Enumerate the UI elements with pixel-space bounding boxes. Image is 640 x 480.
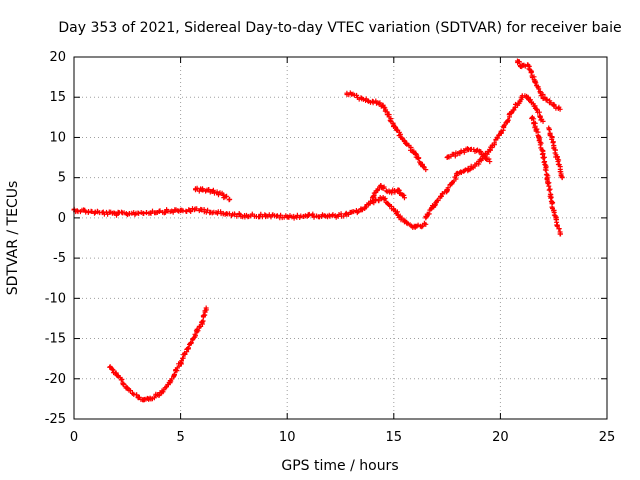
- series-segment-1: [344, 90, 429, 173]
- x-tick-label: 20: [492, 430, 509, 445]
- plot-frame: [73, 56, 608, 420]
- x-tick-label: 10: [279, 430, 296, 445]
- x-tick-label: 25: [599, 430, 616, 445]
- y-tick-label: 15: [49, 90, 66, 105]
- series-descent: [529, 114, 563, 237]
- y-tick-label: 5: [58, 171, 66, 186]
- chart-title: Day 353 of 2021, Sidereal Day-to-day VTE…: [58, 20, 621, 36]
- series-segment-4: [193, 185, 233, 203]
- x-tick-label: 0: [70, 430, 78, 445]
- x-axis-label: GPS time / hours: [281, 458, 398, 474]
- y-tick-label: 10: [49, 130, 66, 145]
- series-rise: [423, 93, 546, 221]
- series-trace: [529, 115, 563, 237]
- series-trace: [193, 185, 232, 203]
- series-trace: [344, 90, 427, 170]
- series-segment-6: [444, 146, 493, 165]
- grid-layer: [74, 57, 607, 419]
- series-segment-5: [369, 183, 407, 201]
- series-dip-curve: [107, 305, 209, 403]
- y-tick-label: -5: [53, 251, 66, 266]
- y-axis-label: SDTVAR / TECUs: [5, 181, 21, 296]
- series-baseline: [71, 195, 429, 231]
- y-tick-label: -10: [45, 291, 66, 306]
- y-tick-label: -25: [45, 412, 66, 427]
- x-tick-label: 15: [386, 430, 403, 445]
- data-point: [401, 195, 407, 201]
- series-trace: [107, 307, 209, 403]
- y-tick-label: -20: [45, 372, 66, 387]
- series-trace: [444, 146, 492, 162]
- series-trace: [423, 93, 545, 220]
- series-trace: [515, 59, 562, 111]
- x-tick-label: 5: [176, 430, 184, 445]
- tick-layer: 0 5 10 15 20 25 -25 -20 -15 -10 -5 0 5 10 15 20: [45, 50, 616, 445]
- data-layer: [71, 58, 565, 403]
- series-trace: [546, 125, 565, 180]
- series-segment-3: [546, 125, 565, 181]
- y-tick-label: 20: [49, 50, 66, 65]
- y-tick-label: -15: [45, 332, 66, 347]
- series-trace: [71, 195, 427, 230]
- data-point: [487, 159, 493, 165]
- series-trace: [370, 183, 407, 201]
- series-segment-2: [514, 58, 563, 112]
- y-tick-label: 0: [58, 211, 66, 226]
